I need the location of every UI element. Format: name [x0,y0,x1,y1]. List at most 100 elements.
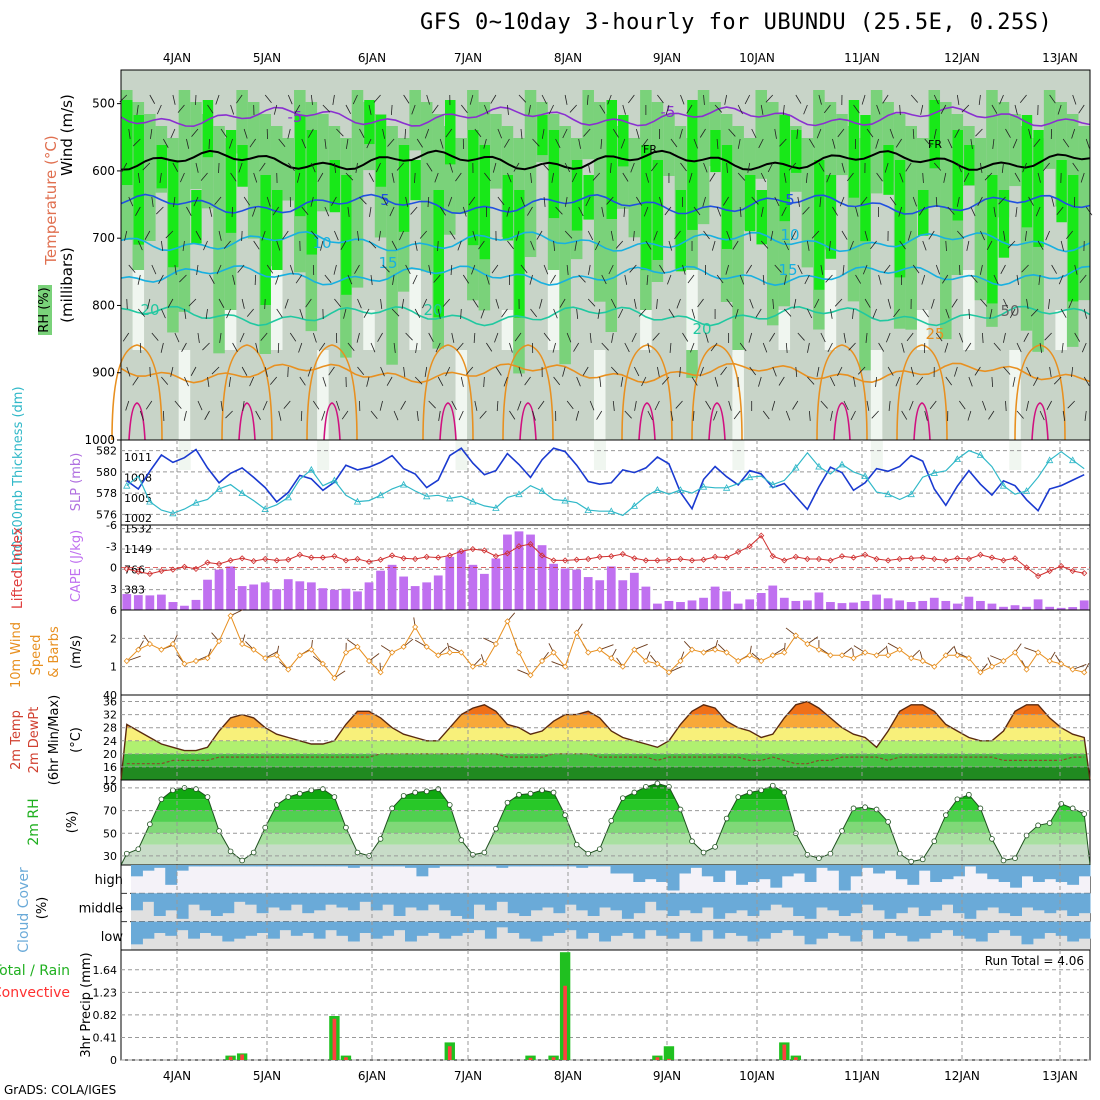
wind-speed-marker [827,652,834,659]
wind-barb [389,206,395,217]
wind-barb [596,410,603,420]
temp-top-tick-label: 40 [103,689,117,702]
wind-barb [272,206,280,216]
wind-barb [957,230,965,239]
rh-marker [596,846,603,852]
wind-barb [714,104,723,113]
contour-label: 20 [140,301,159,319]
wind-barb [276,240,281,251]
rh-band [237,145,248,187]
cloud-cover-bar [633,893,646,914]
cloud-cover-bar [827,865,840,871]
temperature-contour [128,402,146,441]
wind-barb [749,298,754,309]
wind-barb [405,196,409,207]
wind-barb [287,128,291,139]
wind-speed-marker [527,672,534,679]
rh-marker [573,841,580,848]
rh-band [697,90,710,225]
wind-barb [299,308,304,319]
rh-tick-label: 70 [103,805,117,818]
wind-barb [357,298,362,309]
thickness-marker [561,496,569,504]
wind-barb [172,94,176,105]
cloud-cover-bar [1010,893,1022,916]
precip-convective-bar [793,1057,798,1060]
cloud-cover-bar [393,893,406,916]
cloud-cover-bar [781,865,794,877]
wind-barb [474,400,478,411]
wind-barb [774,128,777,139]
wind-barb [886,332,891,343]
wind-barb [751,128,757,139]
rh-band [168,160,179,268]
temperature-tick-label: 32 [103,709,117,722]
wind-barb [680,94,685,105]
wind-barb [703,645,717,653]
wind-barb [507,172,512,183]
rh-band [870,350,883,470]
rh-band [641,145,652,271]
wind-barb [790,230,797,241]
wind-barb [811,230,820,239]
rh-marker [620,795,626,801]
rh-marker [677,806,684,813]
axis-label-wind-barbs: & Barbs [47,626,62,678]
cloud-cover-bar [827,893,840,911]
wind-barb [449,230,456,240]
wind-barb [269,376,278,385]
rh-marker [504,799,511,806]
cloud-cover-bar [930,865,943,882]
cloud-cover-bar [758,921,771,939]
cloud-cover-bar [873,893,885,911]
rh-band [687,100,698,230]
cloud-cover-bar [633,921,646,939]
axis-label-cloud-unit: (%) [35,897,50,920]
wind-barb [260,332,268,341]
rh-marker [170,787,176,793]
wind-barb [541,128,545,139]
wind-barb [332,94,335,105]
wind-barb [732,240,739,250]
wind-barb [359,196,367,205]
wind-barb [782,104,785,115]
cloud-cover-bar [633,865,646,882]
rh-marker [1035,822,1041,829]
rh-band [663,114,676,176]
wind-barb [982,332,984,344]
wind-barb [310,94,313,105]
rh-band [593,102,606,302]
rh-marker [550,789,557,796]
cloud-cover-bar [1044,893,1057,914]
lifted-index-tick-label: -6 [106,519,117,532]
rh-band [964,145,975,186]
wind-barb [929,400,937,410]
wind-barb [137,274,141,285]
cloud-cover-bar [861,865,874,868]
contour-label: 20 [692,320,711,338]
wind-barb [156,104,162,115]
wind-barb [539,298,543,309]
cloud-cover-bar [439,921,452,939]
wind-barb [142,162,151,171]
date-label-bottom: 9JAN [653,1069,681,1083]
wind-barb [944,342,949,353]
cloud-cover-bar [656,893,669,911]
cloud-cover-bar [610,921,623,936]
cloud-cover-bar [450,921,463,936]
wind-barb [966,240,970,251]
wind-barb [437,376,444,387]
wind-barb [739,274,745,285]
cloud-cover-bar [747,921,760,942]
wind-barb [366,376,370,387]
wind-barb [416,138,423,148]
lifted-index-marker [665,556,673,563]
cloud-cover-bar [1067,893,1080,916]
cape-bar [895,600,905,610]
rh-band [870,90,883,194]
cape-bar [756,593,766,610]
temperature-band [121,766,1090,780]
wind-barb [126,655,141,662]
lifted-index-marker [423,553,430,560]
cloud-cover-bar [621,921,634,933]
